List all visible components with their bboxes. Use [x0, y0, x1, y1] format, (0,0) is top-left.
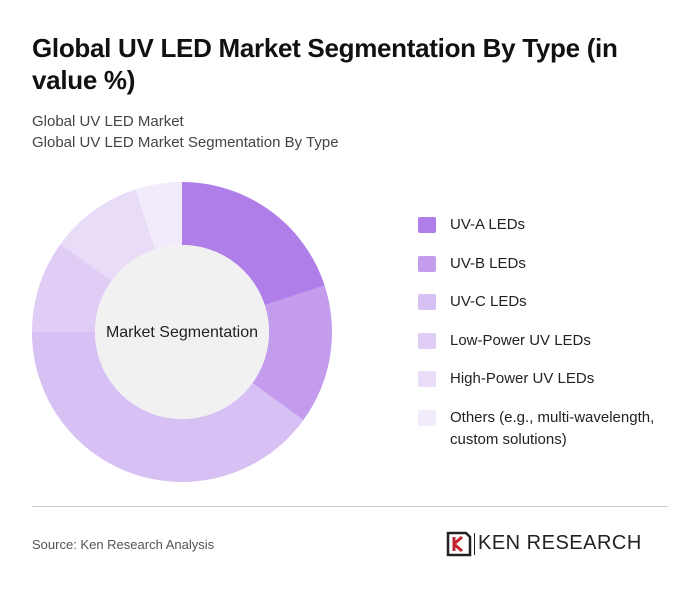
legend-item: Low-Power UV LEDs [418, 330, 678, 352]
legend-item: UV-C LEDs [418, 291, 678, 313]
chart-title: Global UV LED Market Segmentation By Typ… [32, 33, 618, 95]
legend-label: UV-B LEDs [450, 254, 526, 272]
legend-item: High-Power UV LEDs [418, 368, 678, 390]
legend-item: UV-B LEDs [418, 253, 678, 275]
legend-label: Low-Power UV LEDs [450, 331, 591, 349]
legend-swatch [418, 371, 436, 387]
legend-label: Others (e.g., multi-wavelength, custom s… [450, 408, 655, 448]
subtitle: Global UV LED Market Segmentation By Typ… [32, 134, 339, 151]
donut-segment [60, 189, 156, 281]
legend-item: UV-A LEDs [418, 214, 678, 236]
donut-chart: Market Segmentation [32, 182, 332, 482]
source: Source: Ken Research Analysis [32, 537, 215, 552]
brand-name: KEN RESEARCH [478, 532, 642, 554]
legend-swatch [418, 332, 436, 349]
legend-swatch [418, 255, 436, 272]
legend-swatch [418, 409, 436, 426]
subtitle: Global UV LED Market [32, 113, 184, 130]
legend-label: UV-A LEDs [450, 216, 526, 233]
legend-label: High-Power UV LEDs [450, 370, 595, 387]
legend-swatch [418, 217, 436, 233]
donut-segment [32, 243, 112, 332]
legend-swatch [418, 294, 436, 310]
donut-segment [32, 332, 304, 482]
legend-item: Others (e.g., multi-wavelength, custom s… [418, 407, 678, 451]
brand-logo [446, 531, 472, 557]
donut-segment [252, 285, 332, 421]
brand-separator [474, 533, 475, 555]
legend: UV-A LEDs UV-B LEDs UV-C LEDs Low-Power UV … [418, 214, 678, 467]
donut-hole [95, 245, 269, 419]
legend-label: UV-C LEDs [450, 293, 527, 310]
donut-segment [135, 182, 182, 250]
divider [32, 506, 668, 507]
center-label: Market Segmentation [106, 324, 258, 341]
donut-segment [182, 182, 325, 306]
